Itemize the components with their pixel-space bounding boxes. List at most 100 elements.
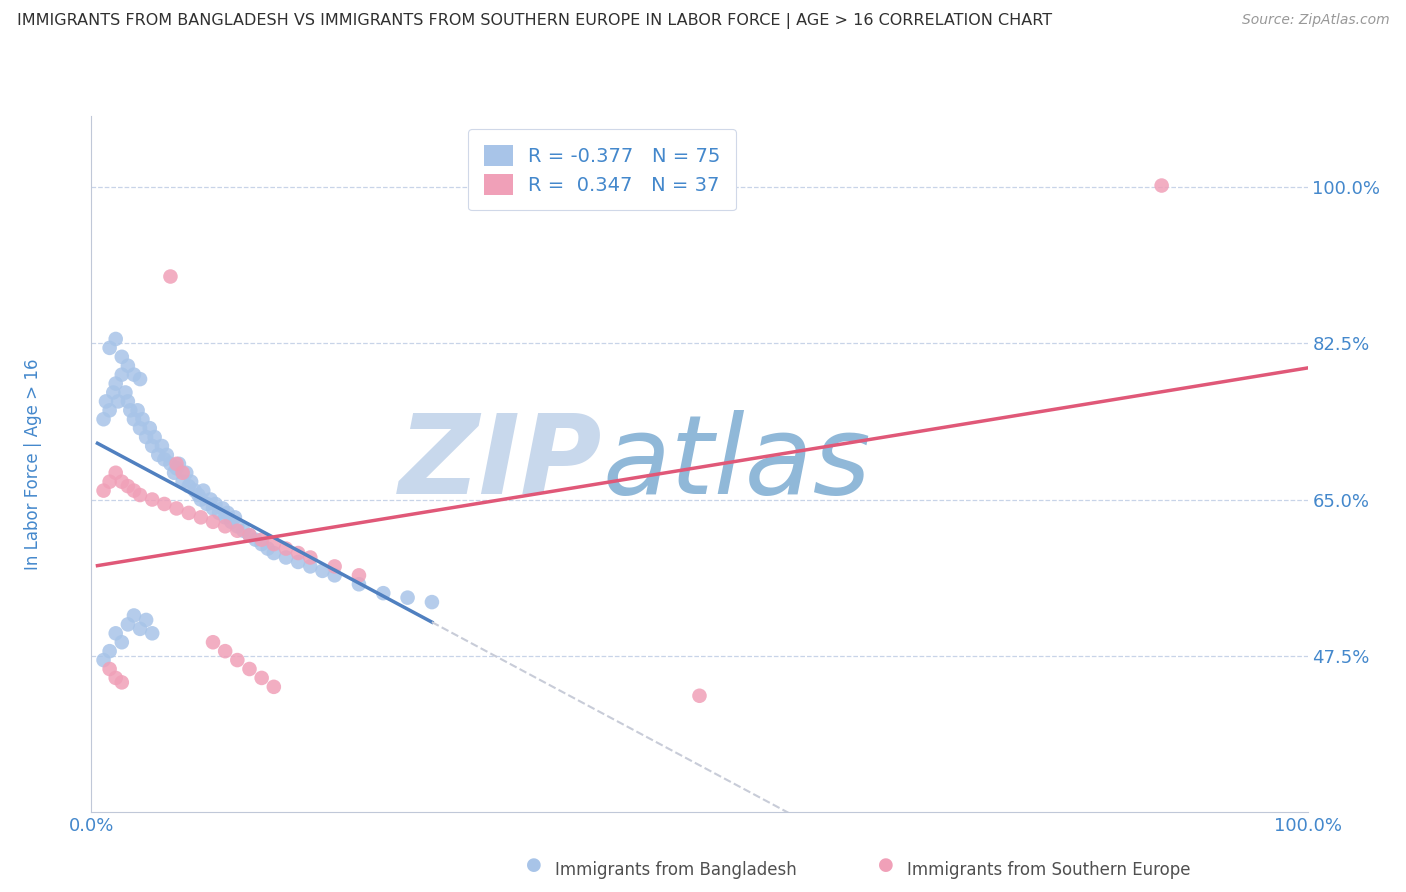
Legend: R = -0.377   N = 75, R =  0.347   N = 37: R = -0.377 N = 75, R = 0.347 N = 37 bbox=[468, 129, 737, 211]
Point bbox=[98, 662, 121, 676]
Point bbox=[250, 533, 273, 547]
Point bbox=[117, 359, 139, 373]
Point bbox=[117, 617, 139, 632]
Point bbox=[122, 368, 145, 382]
Point bbox=[250, 671, 273, 685]
Text: ●: ● bbox=[877, 855, 894, 873]
Point bbox=[129, 488, 152, 502]
Point bbox=[135, 430, 157, 444]
Point bbox=[150, 439, 173, 453]
Point bbox=[172, 475, 194, 489]
Point bbox=[250, 537, 273, 551]
Point bbox=[93, 483, 115, 498]
Point bbox=[202, 635, 225, 649]
Text: IMMIGRANTS FROM BANGLADESH VS IMMIGRANTS FROM SOUTHERN EUROPE IN LABOR FORCE | A: IMMIGRANTS FROM BANGLADESH VS IMMIGRANTS… bbox=[17, 13, 1052, 29]
Point bbox=[180, 475, 202, 489]
Point bbox=[93, 653, 115, 667]
Point bbox=[226, 524, 249, 538]
Point bbox=[104, 466, 127, 480]
Point bbox=[122, 483, 145, 498]
Point bbox=[195, 497, 218, 511]
Point bbox=[214, 510, 236, 524]
Point bbox=[274, 550, 297, 565]
Point bbox=[263, 680, 285, 694]
Point bbox=[93, 412, 115, 426]
Point bbox=[219, 515, 242, 529]
Point bbox=[98, 644, 121, 658]
Point bbox=[103, 385, 125, 400]
Point bbox=[104, 626, 127, 640]
Point bbox=[190, 492, 212, 507]
Point bbox=[166, 461, 188, 475]
Point bbox=[111, 635, 134, 649]
Point bbox=[311, 564, 333, 578]
Point bbox=[224, 510, 246, 524]
Point bbox=[299, 559, 322, 574]
Point bbox=[287, 555, 309, 569]
Point bbox=[232, 524, 254, 538]
Point bbox=[129, 372, 152, 386]
Text: ZIP: ZIP bbox=[399, 410, 602, 517]
Point bbox=[238, 528, 260, 542]
Point bbox=[263, 546, 285, 560]
Text: In Labor Force | Age > 16: In Labor Force | Age > 16 bbox=[24, 358, 42, 570]
Text: ●: ● bbox=[526, 855, 543, 873]
Point bbox=[166, 501, 188, 516]
Point bbox=[139, 421, 162, 435]
Point bbox=[238, 662, 260, 676]
Point bbox=[1150, 178, 1173, 193]
Point bbox=[135, 613, 157, 627]
Point bbox=[120, 403, 142, 417]
Point bbox=[208, 506, 231, 520]
Point bbox=[214, 519, 236, 533]
Point bbox=[98, 475, 121, 489]
Point bbox=[299, 550, 322, 565]
Point bbox=[156, 448, 179, 462]
Point bbox=[202, 515, 225, 529]
Point bbox=[166, 457, 188, 471]
Point bbox=[323, 559, 346, 574]
Point bbox=[141, 626, 163, 640]
Point bbox=[143, 430, 166, 444]
Point bbox=[202, 501, 225, 516]
Point bbox=[226, 519, 249, 533]
Point bbox=[104, 332, 127, 346]
Point bbox=[104, 376, 127, 391]
Point bbox=[98, 341, 121, 355]
Point bbox=[122, 608, 145, 623]
Point bbox=[347, 577, 370, 591]
Point bbox=[256, 541, 278, 556]
Point bbox=[141, 439, 163, 453]
Point bbox=[214, 644, 236, 658]
Point bbox=[226, 653, 249, 667]
Point bbox=[217, 506, 239, 520]
Point bbox=[153, 452, 176, 467]
Point bbox=[159, 457, 181, 471]
Text: atlas: atlas bbox=[602, 410, 870, 517]
Point bbox=[111, 368, 134, 382]
Point bbox=[177, 479, 200, 493]
Point bbox=[174, 466, 197, 480]
Point bbox=[193, 483, 215, 498]
Point bbox=[148, 448, 170, 462]
Point bbox=[129, 421, 152, 435]
Point bbox=[141, 492, 163, 507]
Point bbox=[122, 412, 145, 426]
Point bbox=[153, 497, 176, 511]
Point bbox=[159, 269, 181, 284]
Point bbox=[127, 403, 149, 417]
Point bbox=[184, 483, 207, 498]
Point bbox=[163, 466, 186, 480]
Point bbox=[420, 595, 443, 609]
Point bbox=[688, 689, 710, 703]
Point bbox=[94, 394, 117, 409]
Point bbox=[111, 350, 134, 364]
Point bbox=[263, 537, 285, 551]
Text: Source: ZipAtlas.com: Source: ZipAtlas.com bbox=[1241, 13, 1389, 28]
Point bbox=[245, 533, 267, 547]
Point bbox=[111, 675, 134, 690]
Point bbox=[107, 394, 129, 409]
Text: Immigrants from Bangladesh: Immigrants from Bangladesh bbox=[555, 861, 797, 879]
Point bbox=[211, 501, 233, 516]
Point bbox=[274, 541, 297, 556]
